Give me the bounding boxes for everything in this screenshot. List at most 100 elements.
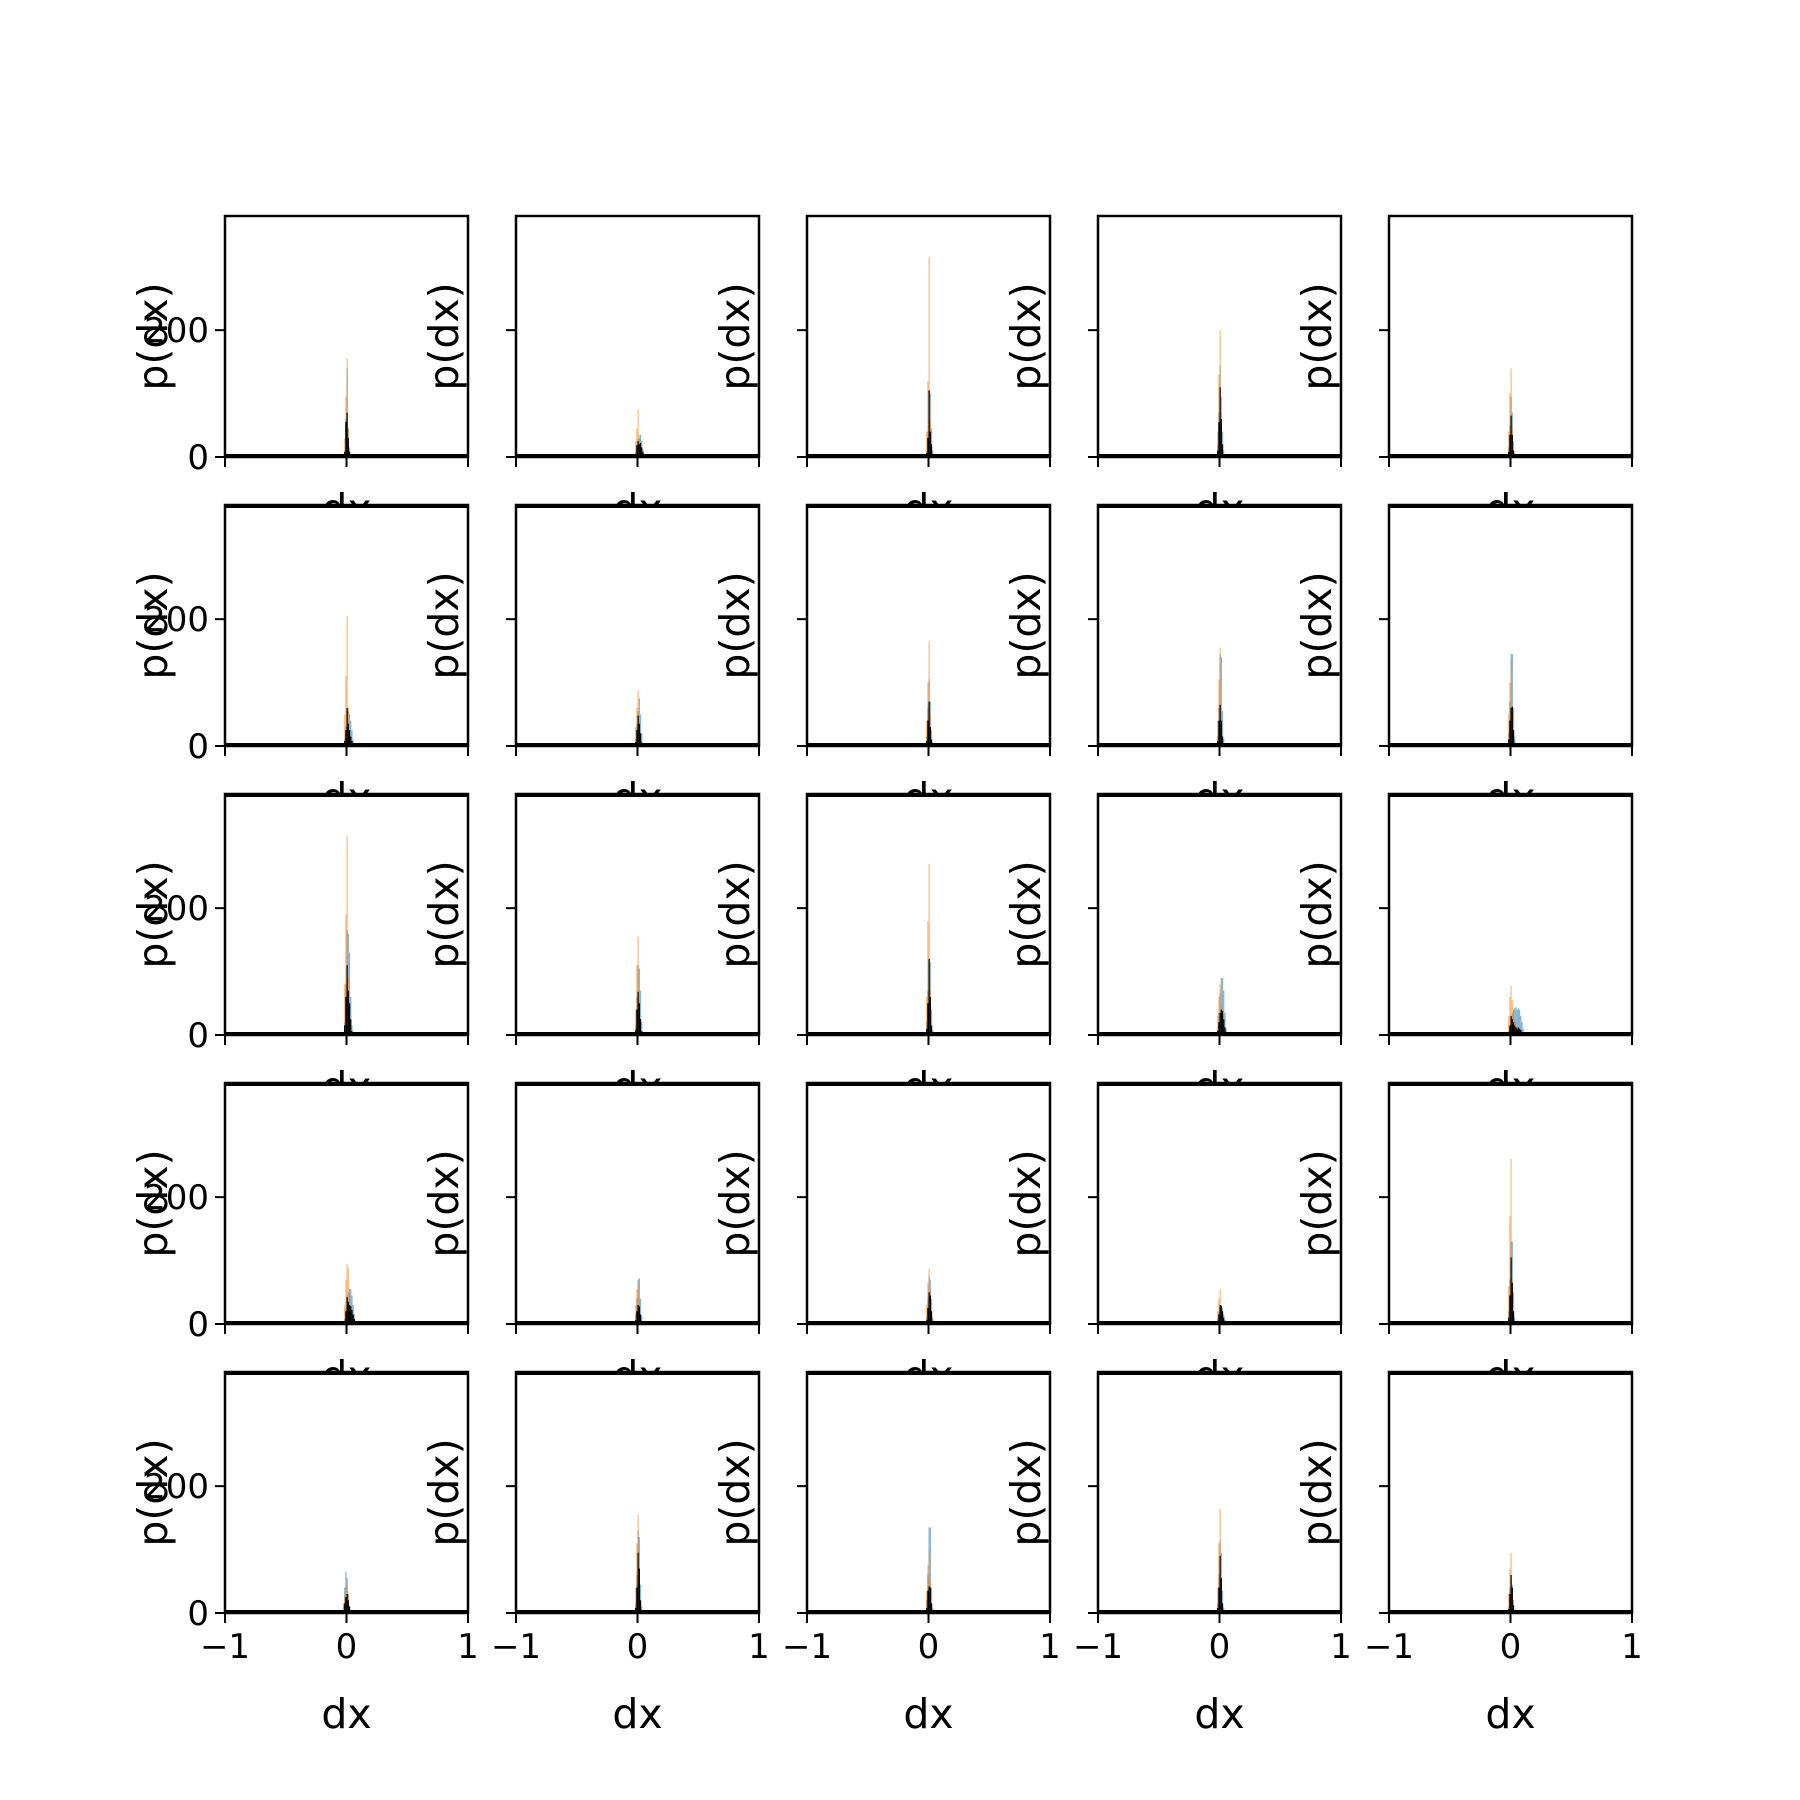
black-hist-bar (1219, 1012, 1221, 1035)
orange-hist-bar (344, 984, 346, 1035)
subplot-r3-c5: dxp(dx) (1293, 792, 1634, 1111)
x-axis-label: dx (1194, 1690, 1244, 1738)
black-hist-bar (930, 1025, 933, 1035)
x-tick-label: 1 (1330, 1627, 1352, 1667)
black-hist-bar (641, 447, 643, 457)
subplot-r5-c2: −1 0 1 dx p(dx) (420, 1370, 770, 1738)
orange-hist-bar (345, 914, 347, 1035)
blue-hist-bar (1220, 977, 1222, 1035)
y-axis-label: p(dx) (129, 860, 177, 968)
black-hist-bar (1515, 1027, 1517, 1035)
y-axis-label: p(dx) (1002, 1149, 1050, 1257)
black-hist-bar (1509, 434, 1511, 457)
orange-hist-bar (635, 1587, 637, 1613)
orange-hist-bar (1218, 996, 1220, 1035)
orange-hist-bar (635, 1009, 637, 1035)
orange-hist-bar (1218, 374, 1220, 457)
y-axis-label: p(dx) (711, 860, 759, 968)
orange-hist-bar (926, 1590, 928, 1613)
x-axis-label: dx (903, 1690, 953, 1738)
black-hist-bar (1512, 1605, 1515, 1613)
black-hist-bar (637, 715, 639, 746)
orange-hist-bar (345, 676, 347, 746)
orange-hist-bar (1508, 714, 1510, 746)
blue-hist-bar (1514, 1317, 1516, 1324)
black-hist-bar (347, 990, 349, 1035)
y-axis-label: p(dx) (420, 860, 468, 968)
orange-hist-bar (347, 1268, 349, 1324)
blue-hist-bar (641, 1316, 643, 1324)
orange-hist-bar (1218, 679, 1220, 746)
orange-hist-bar (342, 1606, 345, 1613)
orange-hist-bar (927, 682, 929, 746)
y-tick-label: 0 (187, 1305, 209, 1345)
orange-hist-bar (927, 1565, 929, 1613)
y-axis-label: p(dx) (1293, 282, 1341, 390)
black-hist-bar (1511, 434, 1513, 457)
y-tick-label: 200 (144, 1467, 209, 1507)
axes-top-spine (516, 794, 759, 797)
black-hist-bar (348, 730, 351, 746)
black-hist-bar (345, 730, 347, 746)
y-axis-label: p(dx) (129, 282, 177, 390)
y-axis-label: p(dx) (420, 1149, 468, 1257)
overlap-mask (227, 1374, 466, 1414)
black-hist-bar (1220, 418, 1222, 457)
orange-hist-bar (1509, 996, 1511, 1035)
black-hist-bar (344, 1025, 346, 1035)
blue-hist-bar (350, 996, 352, 1035)
black-hist-bar (639, 1019, 642, 1035)
x-axis-label: dx (321, 1690, 371, 1738)
black-hist-bar (638, 1003, 640, 1035)
y-axis-label: p(dx) (1002, 1438, 1050, 1546)
black-hist-bar (347, 1301, 349, 1324)
orange-hist-bar (636, 1543, 638, 1613)
black-hist-bar (347, 437, 349, 457)
black-hist-bar (345, 996, 347, 1035)
black-hist-bar (929, 1295, 931, 1324)
axes-top-spine (225, 1083, 468, 1086)
black-hist-bar (929, 996, 931, 1035)
orange-hist-bar (1217, 1015, 1219, 1035)
orange-hist-bar (928, 1550, 930, 1613)
x-tick-label: 0 (627, 1627, 649, 1667)
orange-hist-bar (1510, 368, 1512, 457)
blue-hist-bar (639, 1298, 642, 1324)
orange-hist-bar (1219, 984, 1221, 1035)
black-hist-bar (347, 1600, 349, 1613)
subplot-r2-c4: dxp(dx) (1002, 503, 1343, 822)
black-hist-bar (638, 723, 640, 746)
black-hist-bar (345, 422, 347, 457)
subplot-r1-c3: dxp(dx) (711, 214, 1052, 533)
blue-hist-bar (639, 714, 642, 746)
orange-hist-bar (1219, 647, 1221, 746)
black-hist-bar (928, 390, 930, 457)
black-hist-bar (1509, 1295, 1511, 1324)
black-hist-bar (1511, 1282, 1513, 1324)
subplot-r4-c3: dxp(dx) (711, 1081, 1052, 1400)
overlap-mask (518, 507, 757, 547)
blue-hist-bar (1221, 711, 1224, 746)
black-hist-bar (346, 1297, 348, 1324)
orange-hist-bar (1509, 1216, 1511, 1324)
axes-top-spine (225, 505, 468, 508)
y-tick-label: 0 (187, 727, 209, 767)
black-hist-bar (1221, 1010, 1224, 1035)
axes-top-spine (1389, 1372, 1632, 1375)
y-axis-label: p(dx) (711, 1438, 759, 1546)
black-hist-bar (1511, 1019, 1513, 1035)
black-hist-bar (636, 1311, 638, 1324)
black-hist-bar (1221, 1603, 1224, 1613)
blue-hist-bar (1521, 1022, 1523, 1035)
blue-hist-bar (348, 952, 351, 1035)
blue-hist-bar (351, 1295, 353, 1324)
y-axis-label: p(dx) (129, 1438, 177, 1546)
x-axis-label: dx (612, 1690, 662, 1738)
subplot-r1-c4: dxp(dx) (1002, 214, 1343, 533)
black-hist-bar (346, 412, 348, 457)
subplot-r3-c3: dxp(dx) (711, 792, 1052, 1111)
overlap-mask (1100, 1085, 1339, 1125)
blue-hist-bar (1515, 1007, 1517, 1035)
blue-hist-bar (1221, 1590, 1224, 1613)
orange-hist-bar (1508, 1593, 1510, 1613)
